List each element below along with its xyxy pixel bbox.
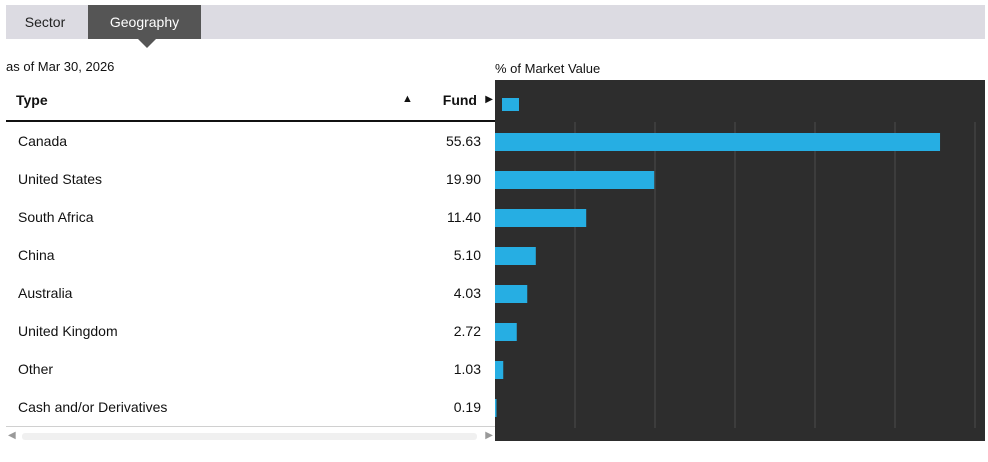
table-row: Cash and/or Derivatives 0.19 xyxy=(6,388,495,426)
bar-china[interactable] xyxy=(495,247,536,265)
column-header-type[interactable]: Type xyxy=(16,92,48,108)
scrollbar-track[interactable] xyxy=(22,433,477,440)
bar-united-states[interactable] xyxy=(495,171,655,189)
scroll-right-arrow-icon[interactable]: ▶ xyxy=(485,430,493,441)
scroll-left-arrow-icon[interactable]: ◀ xyxy=(8,430,16,441)
holdings-table: Type ▲ Fund ▶ Canada 55.63 United States 19… xyxy=(6,80,495,426)
table-row: United States 19.90 xyxy=(6,160,495,198)
row-fund-value: 1.03 xyxy=(453,361,481,377)
tab-geography-label: Geography xyxy=(109,14,180,30)
row-type-label: Australia xyxy=(18,285,73,301)
tab-bar: Sector Geography xyxy=(6,5,985,48)
row-type-label: China xyxy=(18,247,55,263)
market-value-chart xyxy=(495,80,985,441)
table-row: China 5.10 xyxy=(6,236,495,274)
table-body: Canada 55.63 United States 19.90 South Afric… xyxy=(6,122,495,426)
chart-title: % of Market Value xyxy=(495,61,601,76)
row-type-label: United Kingdom xyxy=(18,323,118,339)
bar-south-africa[interactable] xyxy=(495,209,587,227)
table-row: South Africa 11.40 xyxy=(6,198,495,236)
table-row: United Kingdom 2.72 xyxy=(6,312,495,350)
row-fund-value: 19.90 xyxy=(445,171,481,187)
table-row: Australia 4.03 xyxy=(6,274,495,312)
bar-cash-and-or-derivatives[interactable] xyxy=(495,399,497,417)
row-type-label: South Africa xyxy=(18,209,94,225)
tab-sector[interactable]: Sector xyxy=(24,14,66,30)
row-type-label: Canada xyxy=(18,133,68,149)
table-row: Other 1.03 xyxy=(6,350,495,388)
active-tab-pointer xyxy=(138,39,156,48)
horizontal-scrollbar[interactable]: ◀ ▶ xyxy=(6,426,495,445)
row-type-label: United States xyxy=(18,171,103,187)
sort-ascending-icon[interactable]: ▲ xyxy=(402,93,413,105)
row-type-label: Cash and/or Derivatives xyxy=(18,399,168,415)
bar-canada[interactable] xyxy=(495,133,941,151)
row-fund-value: 11.40 xyxy=(447,209,481,225)
scroll-right-icon[interactable]: ▶ xyxy=(485,94,493,105)
bar-other[interactable] xyxy=(495,361,504,379)
row-fund-value: 0.19 xyxy=(453,399,481,415)
tab-geography[interactable]: Geography xyxy=(88,5,201,48)
bar-australia[interactable] xyxy=(495,285,528,303)
row-fund-value: 4.03 xyxy=(453,285,481,301)
row-fund-value: 5.10 xyxy=(453,247,481,263)
row-type-label: Other xyxy=(18,361,54,377)
row-fund-value: 2.72 xyxy=(453,323,481,339)
as-of-date: as of Mar 30, 2026 xyxy=(6,59,115,74)
bar-united-kingdom[interactable] xyxy=(495,323,517,341)
bar-chart-svg xyxy=(495,98,976,428)
legend-swatch xyxy=(502,98,519,111)
row-fund-value: 55.63 xyxy=(445,133,481,149)
table-row: Canada 55.63 xyxy=(6,122,495,160)
table-header: Type ▲ Fund ▶ xyxy=(6,80,495,122)
column-header-fund[interactable]: Fund xyxy=(442,92,477,108)
